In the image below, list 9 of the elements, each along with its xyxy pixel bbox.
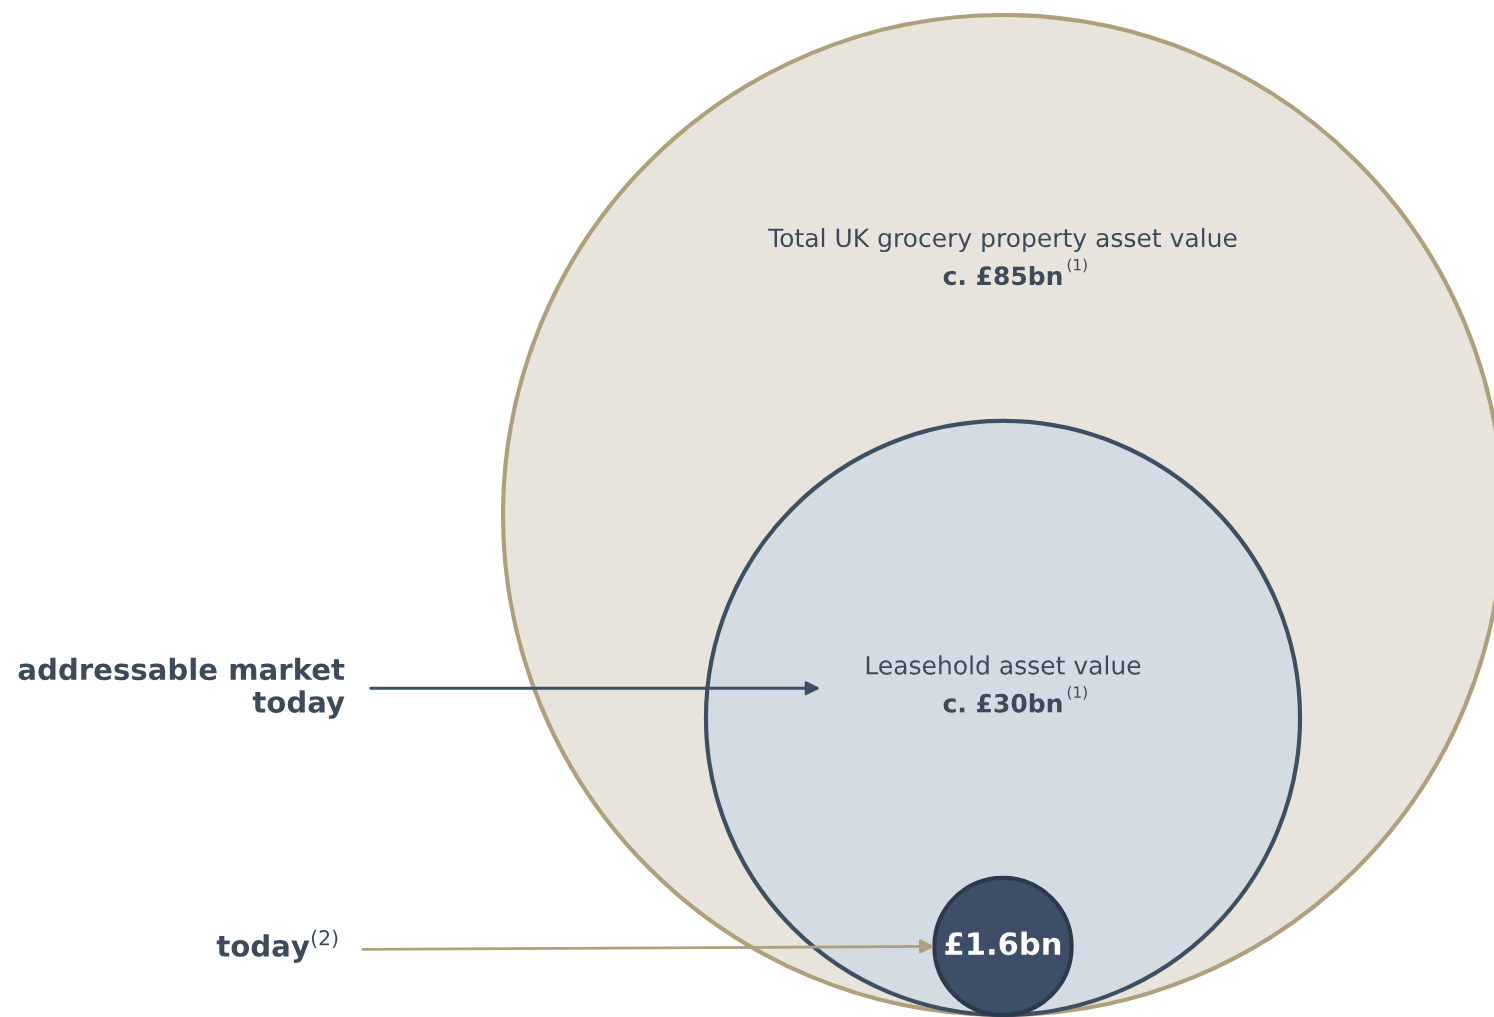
category-label: Total UK grocery property asset value xyxy=(768,227,1237,253)
data-label: c. £85bn xyxy=(943,265,1062,286)
text: today$^{(2)}$ xyxy=(216,929,338,963)
data-label: c. £30bn xyxy=(943,693,1062,713)
text: (1) xyxy=(1067,258,1087,273)
text: addressable market today xyxy=(18,657,345,719)
category-label: Leasehold asset value xyxy=(866,655,1141,675)
data-label: £1.6bn xyxy=(945,931,1061,956)
text: (1) xyxy=(1067,686,1087,700)
